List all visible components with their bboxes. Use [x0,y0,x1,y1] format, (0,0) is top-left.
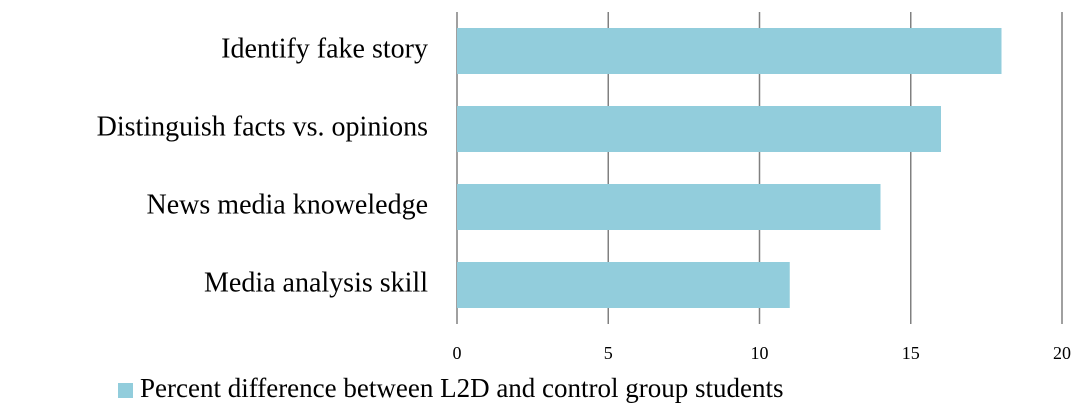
bar [457,106,941,152]
bar [457,184,881,230]
legend-label: Percent difference between L2D and contr… [140,373,784,403]
x-tick-label: 10 [751,343,769,363]
bar [457,262,790,308]
x-tick-label: 5 [604,343,613,363]
y-tick-label: Identify fake story [221,33,428,64]
x-tick-label: 0 [453,343,462,363]
y-tick-label: News media knoweledge [147,189,428,220]
x-tick-label: 20 [1053,343,1071,363]
y-tick-label: Distinguish facts vs. opinions [97,111,428,142]
bar [457,28,1002,74]
x-tick-label: 15 [902,343,920,363]
y-tick-label: Media analysis skill [204,267,428,298]
legend-swatch [118,383,133,398]
